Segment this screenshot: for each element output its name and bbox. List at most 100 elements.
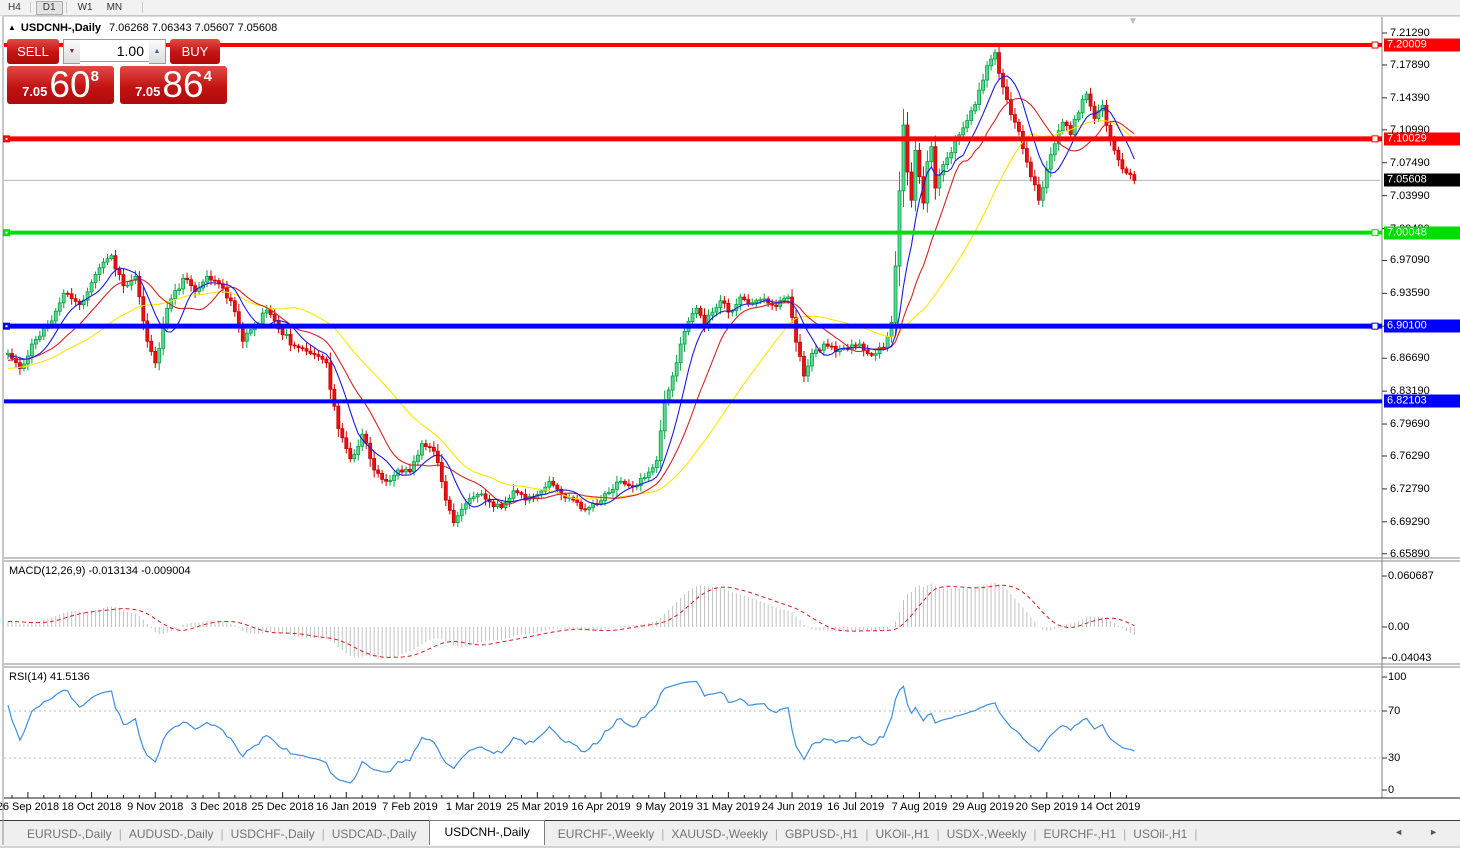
date-axis-label: 25 Dec 2018 — [251, 801, 314, 813]
tab-separator: | — [774, 827, 778, 841]
moving-averages-layer — [7, 75, 1135, 508]
date-axis-label: 9 Nov 2018 — [127, 801, 184, 813]
date-axis-label: 16 Jan 2019 — [316, 801, 377, 813]
tab-separator: | — [661, 827, 665, 841]
chart-window-title: ▲ USDCNH-,Daily 7.06268 7.06343 7.05607 … — [8, 21, 277, 34]
tab-usdcad-daily[interactable]: USDCAD-,Daily — [331, 827, 417, 841]
sell-button[interactable]: SELL — [7, 39, 59, 64]
rsi-axis-label: 70 — [1388, 705, 1401, 717]
toolbar-separator — [29, 2, 31, 13]
tab-eurchf-weekly[interactable]: EURCHF-,Weekly — [557, 827, 655, 841]
tab-usdchf-daily[interactable]: USDCHF-,Daily — [230, 827, 315, 841]
hline-price-label: 7.00048 — [1384, 226, 1460, 240]
price-axis-label: 7.21290 — [1390, 27, 1430, 39]
tab-audusd-daily[interactable]: AUDUSD-,Daily — [128, 827, 214, 841]
chart-shift-icon[interactable]: ▼ — [1128, 16, 1138, 27]
tab-separator: | — [220, 827, 224, 841]
date-axis-label: 26 Sep 2018 — [0, 801, 60, 813]
tab-separator: | — [1123, 827, 1127, 841]
tabs-scroll-left-icon[interactable]: ◄ — [1394, 827, 1404, 837]
date-axis-label: 16 Apr 2019 — [571, 801, 631, 813]
timeframe-button-mn[interactable]: MN — [106, 2, 123, 13]
sell-price-sup: 8 — [90, 68, 99, 85]
hline-price-label: 6.90100 — [1384, 319, 1460, 333]
hline-price-label: 7.20009 — [1384, 38, 1460, 52]
price-axis-label: 6.69290 — [1390, 515, 1430, 528]
buy-price-main: 7.05 — [135, 84, 161, 99]
tab-usdx-weekly[interactable]: USDX-,Weekly — [946, 827, 1027, 841]
sell-price-big: 60 — [49, 64, 91, 105]
date-axis-label: 7 Feb 2019 — [382, 801, 438, 813]
toolbar-separator — [142, 2, 144, 13]
tabs-scroll-right-icon[interactable]: ► — [1429, 827, 1438, 837]
macd-panel-layer — [7, 582, 1135, 659]
date-axis-label: 3 Dec 2018 — [190, 801, 248, 813]
tab-ukoil-h1[interactable]: UKOil-,H1 — [875, 827, 930, 841]
candles-layer[interactable] — [6, 45, 1137, 528]
price-axis-label: 7.07490 — [1390, 156, 1430, 169]
tab-separator: | — [321, 827, 325, 841]
macd-indicator-title: MACD(12,26,9) -0.013134 -0.009004 — [9, 565, 191, 577]
macd-axis-label: 0.060687 — [1388, 570, 1434, 583]
volume-increase-icon[interactable]: ▲ — [149, 39, 166, 64]
date-axis-label: 25 Mar 2019 — [506, 801, 569, 813]
price-axis-label: 7.17890 — [1390, 58, 1430, 71]
tab-eurusd-daily[interactable]: EURUSD-,Daily — [27, 827, 112, 841]
tab-xauusd-weekly[interactable]: XAUUSD-,Weekly — [671, 827, 768, 841]
hline-price-label: 7.10029 — [1384, 132, 1460, 146]
timeframe-button-d1[interactable]: D1 — [35, 0, 63, 15]
sell-price-display[interactable]: 7.05 60 8 — [7, 66, 114, 104]
panel-borders — [2, 15, 1460, 845]
volume-decrease-icon[interactable]: ▼ — [63, 39, 80, 64]
hline-price-label: 6.82103 — [1384, 394, 1460, 408]
horizontal-lines-layer[interactable] — [3, 41, 1382, 404]
chart-tab-bar: EURUSD-,Daily | AUDUSD-,Daily | USDCHF-,Da… — [0, 820, 1460, 847]
macd-axis-label: 0.00 — [1388, 621, 1410, 633]
window-bottom-edge — [0, 846, 1460, 848]
price-axis-label: 7.14390 — [1390, 91, 1430, 104]
buy-price-display[interactable]: 7.05 86 4 — [120, 66, 227, 104]
price-axis-label: 6.79690 — [1390, 418, 1430, 431]
date-axis-label: 18 Oct 2018 — [61, 801, 122, 813]
chart-symbol-label: USDCNH-,Daily — [20, 21, 101, 34]
date-axis-label: 29 Aug 2019 — [952, 801, 1014, 813]
date-axis-label: 1 Mar 2019 — [445, 801, 502, 813]
tab-usdcnh-daily[interactable]: USDCNH-,Daily — [429, 820, 545, 845]
tab-eurchf-h1[interactable]: EURCHF-,H1 — [1043, 827, 1117, 841]
date-axis-label: 24 Jun 2019 — [761, 801, 823, 813]
date-axis-label: 20 Sep 2019 — [1015, 801, 1078, 813]
date-axis-label: 7 Aug 2019 — [891, 801, 948, 813]
sell-price-main: 7.05 — [22, 84, 48, 99]
chart-ohlc-values: 7.06268 7.06343 7.05607 7.05608 — [109, 21, 278, 34]
tab-gbpusd-h1[interactable]: GBPUSD-,H1 — [784, 827, 859, 841]
buy-price-sup: 4 — [203, 68, 212, 85]
current-price-label: 7.05608 — [1384, 173, 1460, 187]
timeframe-button-h4[interactable]: H4 — [8, 2, 21, 13]
tab-separator: | — [936, 827, 940, 841]
rsi-axis-label: 100 — [1388, 671, 1407, 683]
toolbar-separator — [65, 2, 67, 13]
date-axis-label: 14 Oct 2019 — [1080, 801, 1141, 813]
price-axis-label: 6.76290 — [1390, 450, 1430, 462]
price-axis-label: 6.65890 — [1390, 547, 1430, 560]
price-axis-label: 6.93590 — [1390, 287, 1430, 300]
price-axis-label: 7.03990 — [1390, 189, 1430, 202]
buy-button[interactable]: BUY — [170, 39, 220, 64]
chart-title-marker-icon: ▲ — [8, 23, 16, 32]
axis-ticks-layer — [11, 32, 1387, 798]
date-axis-label: 31 May 2019 — [696, 801, 761, 813]
rsi-axis-label: 0 — [1388, 784, 1395, 796]
macd-axis-label: -0.04043 — [1388, 652, 1432, 664]
rsi-axis-label: 30 — [1388, 752, 1401, 764]
buy-price-big: 86 — [162, 64, 204, 105]
rsi-indicator-title: RSI(14) 41.5136 — [9, 671, 90, 683]
price-axis-label: 6.72790 — [1390, 482, 1430, 495]
rsi-panel-layer — [4, 680, 1380, 784]
tab-separator: | — [865, 827, 869, 841]
tab-usoil-h1[interactable]: USOil-,H1 — [1133, 827, 1188, 841]
timeframe-button-w1[interactable]: W1 — [77, 2, 93, 13]
tab-separator: | — [1194, 827, 1198, 841]
volume-input[interactable] — [80, 39, 149, 62]
